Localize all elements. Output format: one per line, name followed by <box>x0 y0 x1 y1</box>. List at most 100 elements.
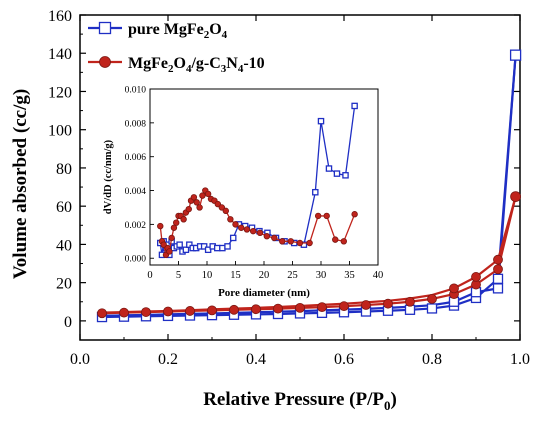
data-point <box>185 306 195 316</box>
inset-data-point <box>351 102 358 110</box>
inset-data-point <box>180 216 187 223</box>
inset-y-tick-label: 0.008 <box>125 119 147 129</box>
inset-data-point <box>214 244 221 252</box>
inset-data-point <box>193 199 200 206</box>
main-x-tick-label: 0.6 <box>334 351 354 368</box>
inset-data-point <box>271 234 278 242</box>
legend-label: MgFe2O4/g-C3N4-10 <box>128 55 265 75</box>
data-point <box>229 304 239 315</box>
data-point <box>510 191 521 203</box>
legend-label: pure MgFe2O4 <box>128 21 228 41</box>
inset-data-point <box>219 244 226 252</box>
data-point <box>317 302 327 313</box>
inset-x-tick-label: 30 <box>316 270 327 281</box>
data-point <box>119 307 129 318</box>
inset-x-tick-label: 0 <box>147 270 152 281</box>
data-point-desorption <box>449 283 459 294</box>
inset-data-point <box>214 200 222 208</box>
main-y-axis-title: Volume absorbed (cc/g) <box>10 89 31 279</box>
inset-chart: 0 5 10 15 20 25 30 35 40 0.000 0.002 0.004 0.006 0.00… <box>103 86 383 300</box>
data-point <box>492 273 504 284</box>
data-point <box>207 305 217 316</box>
inset-data-point <box>224 243 231 250</box>
inset-data-point <box>222 207 230 215</box>
inset-data-point <box>227 216 234 223</box>
inset-data-point <box>166 248 173 255</box>
inset-data-point <box>186 241 193 248</box>
inset-data-point <box>200 243 208 250</box>
data-point <box>426 303 438 314</box>
data-point-desorption <box>471 272 481 282</box>
main-x-tick-label: 0.4 <box>246 351 266 368</box>
main-x-axis-title: Relative Pressure (P/P0) <box>203 389 397 413</box>
data-point-desorption <box>493 254 503 265</box>
data-point <box>251 304 261 315</box>
data-point <box>509 49 522 61</box>
inset-data-point <box>204 190 212 198</box>
main-y-tick-label: 20 <box>56 276 72 293</box>
data-point <box>97 308 107 319</box>
inset-data-point <box>199 192 206 199</box>
inset-x-tick-label: 40 <box>373 270 384 281</box>
inset-data-point <box>249 227 257 235</box>
data-point <box>405 296 415 307</box>
main-y-tick-label: 160 <box>48 8 72 25</box>
main-y-tick-label: 100 <box>48 123 72 140</box>
inset-data-point <box>196 204 203 211</box>
data-point <box>141 307 151 317</box>
inset-data-point <box>170 224 178 231</box>
legend-marker <box>99 56 111 68</box>
inset-data-point <box>333 170 341 177</box>
inset-data-point <box>323 212 330 220</box>
data-point <box>493 264 503 275</box>
inset-data-point <box>232 221 239 228</box>
inset-data-point <box>332 236 339 243</box>
legend: pure MgFe2O4 MgFe2O4/g-C3N4-10 <box>88 21 265 75</box>
data-point <box>295 302 305 313</box>
data-point <box>427 293 437 304</box>
inset-data-point <box>176 241 183 248</box>
main-y-tick-label: 40 <box>56 237 72 254</box>
inset-data-point <box>229 234 237 242</box>
main-series-composite <box>97 191 521 319</box>
inset-x-axis-title: Pore diameter (nm) <box>218 287 310 299</box>
inset-data-point <box>237 224 245 231</box>
inset-data-point <box>204 246 212 254</box>
inset-data-point <box>306 239 313 247</box>
inset-x-tick-label: 20 <box>259 270 270 281</box>
main-y-tick-label: 120 <box>48 84 72 101</box>
inset-y-tick-label: 0.000 <box>125 255 147 265</box>
inset-data-point <box>287 238 294 245</box>
inset-data-point <box>185 205 192 213</box>
inset-data-point <box>263 233 271 240</box>
inset-data-point <box>190 194 198 201</box>
inset-y-tick-label: 0.006 <box>125 153 147 163</box>
inset-data-point <box>182 246 190 254</box>
inset-data-point <box>168 234 175 242</box>
inset-x-tick-label: 10 <box>202 270 213 281</box>
inset-data-point <box>160 241 167 248</box>
main-x-tick-label: 0.0 <box>70 351 90 368</box>
inset-data-point <box>218 204 226 211</box>
inset-y-tick-label: 0.010 <box>125 86 147 96</box>
inset-data-point <box>342 172 349 179</box>
inset-x-tick-label: 25 <box>287 270 298 281</box>
inset-x-tick-label: 15 <box>230 270 241 281</box>
inset-data-point <box>312 188 319 196</box>
inset-data-point <box>317 117 325 125</box>
inset-data-point <box>340 238 347 245</box>
inset-y-tick-label: 0.004 <box>125 187 147 197</box>
data-point-desorption <box>492 283 504 294</box>
legend-marker <box>98 21 112 35</box>
inset-data-point <box>351 211 358 218</box>
inset-data-point <box>243 226 251 233</box>
data-point <box>383 298 393 309</box>
inset-data-point <box>325 165 333 172</box>
inset-data-point <box>173 219 180 226</box>
main-y-tick-label: 140 <box>48 46 72 63</box>
main-x-tick-label: 1.0 <box>510 351 530 368</box>
main-x-tick-label: 0.8 <box>422 351 442 368</box>
main-x-tick-label: 0.2 <box>158 351 178 368</box>
